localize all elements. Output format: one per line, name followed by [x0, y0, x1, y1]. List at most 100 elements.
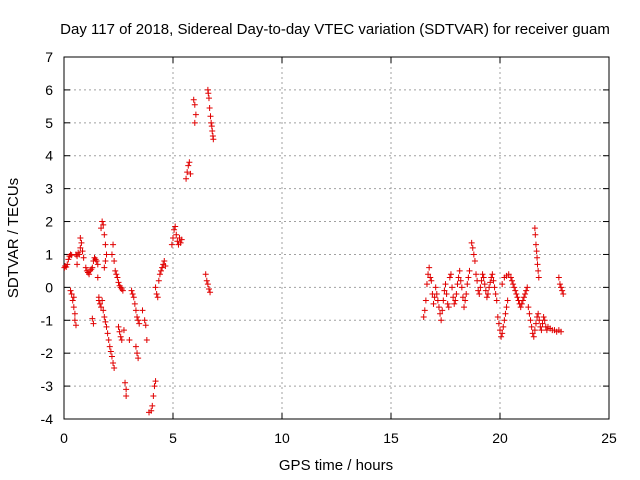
- data-point: [162, 262, 169, 269]
- data-point: [100, 307, 107, 314]
- data-point: [531, 327, 538, 334]
- data-point: [86, 271, 93, 278]
- data-point: [192, 111, 199, 118]
- data-point: [528, 323, 535, 330]
- data-point: [532, 231, 539, 238]
- data-point: [524, 284, 531, 291]
- data-point: [70, 304, 77, 311]
- data-point: [522, 290, 529, 297]
- data-point: [464, 281, 471, 288]
- data-point: [519, 297, 526, 304]
- data-point: [494, 313, 501, 320]
- x-axis-label: GPS time / hours: [279, 457, 393, 474]
- data-point: [477, 284, 484, 291]
- chart-title: Day 117 of 2018, Sidereal Day-to-day VTE…: [60, 21, 610, 38]
- x-tick-label: 25: [601, 430, 617, 446]
- data-point: [495, 320, 502, 327]
- data-point: [523, 287, 530, 294]
- data-point: [473, 271, 480, 278]
- data-point: [530, 333, 537, 340]
- y-tick-label: 1: [45, 246, 53, 262]
- data-point: [101, 231, 108, 238]
- data-point: [470, 251, 477, 258]
- data-point: [183, 175, 190, 182]
- data-point: [420, 313, 427, 320]
- data-point: [533, 248, 540, 255]
- data-point: [132, 307, 139, 314]
- data-point: [502, 310, 509, 317]
- data-point: [190, 96, 197, 103]
- data-point: [558, 284, 565, 291]
- y-axis-label: SDTVAR / TECUs: [5, 178, 22, 298]
- data-point: [479, 271, 486, 278]
- data-point: [497, 327, 503, 334]
- data-point: [458, 284, 465, 291]
- data-point: [459, 294, 466, 301]
- data-point: [438, 317, 445, 324]
- data-point: [471, 258, 478, 265]
- data-point: [123, 386, 130, 393]
- data-point: [534, 261, 541, 268]
- data-point: [446, 274, 453, 281]
- data-point: [443, 290, 450, 297]
- data-point: [452, 297, 459, 304]
- data-point: [539, 320, 546, 327]
- data-point: [96, 300, 103, 307]
- y-tick-label: 6: [45, 82, 53, 98]
- data-point: [77, 244, 84, 251]
- data-point: [71, 310, 78, 317]
- y-tick-label: -4: [41, 411, 54, 427]
- data-point: [499, 330, 506, 337]
- data-point: [111, 258, 118, 265]
- data-point: [503, 304, 510, 311]
- x-tick-label: 0: [60, 430, 68, 446]
- data-point: [540, 313, 547, 320]
- data-point: [489, 271, 496, 278]
- data-point: [527, 317, 534, 324]
- data-point: [108, 251, 115, 258]
- data-point: [128, 287, 135, 294]
- data-point: [77, 235, 84, 241]
- data-point: [120, 327, 127, 334]
- data-point: [149, 402, 156, 409]
- data-point: [204, 281, 211, 288]
- data-point: [463, 290, 470, 297]
- data-point: [441, 287, 448, 294]
- data-point: [102, 241, 109, 248]
- data-point: [444, 300, 451, 307]
- data-point: [558, 328, 565, 335]
- data-point: [427, 274, 434, 281]
- data-point: [141, 317, 148, 324]
- data-point: [531, 225, 538, 232]
- data-point: [98, 304, 105, 311]
- data-point: [113, 271, 120, 278]
- data-point: [512, 287, 519, 294]
- data-point: [453, 290, 460, 297]
- data-point: [116, 328, 123, 335]
- data-point: [94, 261, 101, 268]
- data-points: [61, 86, 567, 416]
- data-point: [504, 297, 511, 304]
- x-tick-label: 10: [274, 430, 290, 446]
- data-point: [559, 287, 566, 294]
- data-point: [168, 241, 175, 248]
- data-point: [142, 322, 149, 329]
- data-point: [447, 271, 454, 278]
- data-point: [430, 300, 437, 307]
- y-tick-label: 7: [45, 49, 53, 65]
- data-point: [526, 310, 533, 317]
- data-point: [100, 221, 107, 228]
- plot-frame: [63, 56, 610, 420]
- data-point: [172, 223, 179, 230]
- data-point: [78, 239, 85, 246]
- data-point: [64, 261, 71, 268]
- data-point: [423, 281, 430, 288]
- data-point: [209, 128, 216, 135]
- data-point: [476, 290, 483, 297]
- data-point: [485, 290, 492, 297]
- data-point: [508, 277, 515, 284]
- data-point: [435, 304, 442, 311]
- data-point: [425, 271, 432, 278]
- data-point: [98, 225, 105, 232]
- data-point: [110, 360, 117, 367]
